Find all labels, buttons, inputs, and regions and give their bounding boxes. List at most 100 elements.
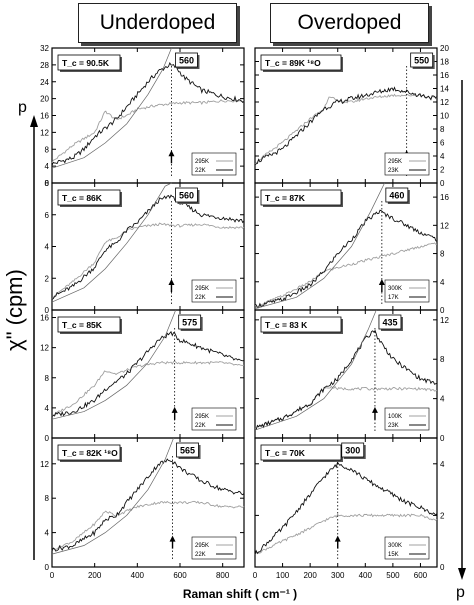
y-tick-label: 4 — [440, 395, 445, 404]
x-tick-label: 400 — [131, 571, 145, 580]
peak-box — [410, 52, 434, 68]
tc-label: T_c = 89K ¹⁸O — [265, 58, 321, 68]
y-tick-label: 12 — [40, 460, 49, 469]
y-tick-label: 24 — [40, 78, 49, 87]
peak-label: 300 — [345, 446, 360, 456]
fit-curve — [254, 309, 377, 431]
legend-label: 22K — [195, 552, 206, 558]
y-tick-label: 20 — [40, 95, 49, 104]
panel-left-2: 0 4 8 12 16 T_c = 85K 575 295K 22K — [40, 309, 245, 443]
peak-label: 550 — [414, 56, 429, 66]
y-tick-label: 32 — [40, 44, 49, 53]
x-tick-label: 400 — [359, 571, 373, 580]
y-tick-label: 28 — [40, 61, 49, 70]
doping-arrow-left-head — [30, 115, 38, 127]
y-tick-label: 16 — [40, 112, 49, 121]
y-tick-label: 8 — [45, 179, 50, 188]
x-axis-label: Raman shift ( cm⁻¹ ) — [183, 587, 297, 601]
y-tick-label: 8 — [440, 125, 445, 134]
y-tick-label: 4 — [440, 278, 445, 287]
tc-box — [57, 444, 121, 461]
y-tick-label: 14 — [440, 85, 449, 94]
peak-arrow-head — [378, 279, 385, 286]
x-tick-label: 600 — [173, 571, 187, 580]
y-tick-label: 12 — [440, 98, 449, 107]
tc-box — [260, 316, 342, 333]
y-tick-label: 4 — [45, 529, 50, 538]
header-overdoped: Overdoped — [270, 3, 429, 43]
panel-left-0: 0 4 8 12 16 20 24 28 32 T_c = 90.5K 560 295K 22K — [40, 44, 245, 188]
panel-frame — [51, 437, 245, 568]
tc-label: T_c = 85K — [62, 320, 103, 330]
legend-label: 300K — [388, 543, 402, 549]
y-tick-label: 12 — [440, 316, 449, 325]
panel-left-3: 0 4 8 12 T_c = 82K ¹⁸O 565 295K 22K — [40, 437, 245, 572]
y-tick-label: 0 — [440, 306, 445, 315]
tc-box — [57, 189, 121, 206]
y-tick-label: 4 — [45, 243, 50, 252]
y-tick-label: 8 — [45, 145, 50, 154]
y-tick-label: 4 — [440, 460, 445, 469]
y-tick-label: 16 — [440, 71, 449, 80]
series-high-temperature — [51, 360, 245, 417]
y-tick-label: 0 — [45, 179, 50, 188]
peak-label: 575 — [182, 318, 197, 328]
peak-arrow-head — [168, 150, 175, 157]
tc-box — [260, 189, 342, 206]
doping-arrow-right-head — [458, 568, 466, 580]
y-tick-label: 20 — [440, 44, 449, 53]
fit-curve — [51, 182, 172, 303]
y-tick-label: 10 — [440, 112, 449, 121]
y-axis-label: χ" (cpm) — [2, 269, 27, 351]
series-low-temperature — [254, 329, 438, 431]
y-tick-label: 6 — [45, 211, 50, 220]
peak-box — [175, 187, 198, 203]
header-overdoped-label: Overdoped — [297, 11, 402, 34]
legend-label: 295K — [195, 414, 209, 420]
legend-label: 295K — [195, 543, 209, 549]
panel-right-2: 0 4 8 12 T_c = 83 K 435 100K 23K — [254, 309, 449, 443]
series-high-temperature — [51, 222, 245, 299]
y-tick-label: 6 — [440, 139, 445, 148]
peak-box — [378, 314, 402, 330]
x-tick-label: 0 — [50, 571, 55, 580]
legend-label: 22K — [195, 423, 206, 429]
y-tick-label: 2 — [440, 166, 445, 175]
tc-label: T_c = 90.5K — [62, 58, 110, 68]
tc-label: T_c = 86K — [62, 193, 103, 203]
x-tick-label: 300 — [331, 571, 345, 580]
tc-box — [260, 54, 342, 71]
fit-curve — [51, 437, 174, 555]
y-tick-label: 4 — [440, 152, 445, 161]
series-low-temperature — [51, 194, 245, 300]
series-high-temperature — [254, 242, 438, 308]
y-tick-label: 4 — [45, 162, 50, 171]
header-underdoped: Underdoped — [78, 3, 237, 43]
y-tick-label: 2 — [440, 511, 445, 520]
y-tick-label: 12 — [40, 344, 49, 353]
x-tick-label: 500 — [386, 571, 400, 580]
y-tick-label: 12 — [440, 221, 449, 230]
panel-right-0: 0 2 4 6 8 10 12 14 16 18 20 T_c = 89K ¹⁸O 550 295K 23K — [254, 44, 449, 188]
y-tick-label: 8 — [440, 250, 445, 259]
y-tick-label: 18 — [440, 58, 449, 67]
y-tick-label: 4 — [45, 404, 50, 413]
doping-label-right: p — [456, 584, 465, 601]
series-low-temperature — [51, 458, 245, 552]
series-low-temperature — [254, 460, 438, 555]
legend-label: 300K — [388, 286, 402, 292]
doping-label-left: p — [18, 99, 27, 116]
legend-label: 100K — [388, 414, 402, 420]
peak-label: 560 — [179, 191, 194, 201]
x-tick-label: 0 — [253, 571, 258, 580]
peak-label: 560 — [179, 56, 194, 66]
y-tick-label: 16 — [40, 314, 49, 323]
series-low-temperature — [51, 61, 245, 166]
series-low-temperature — [254, 86, 438, 166]
x-tick-label: 600 — [414, 571, 428, 580]
y-tick-label: 2 — [45, 274, 50, 283]
fit-curve — [254, 182, 385, 309]
series-low-temperature — [51, 330, 245, 417]
peak-arrow-head — [168, 279, 175, 286]
y-tick-label: 8 — [45, 374, 50, 383]
